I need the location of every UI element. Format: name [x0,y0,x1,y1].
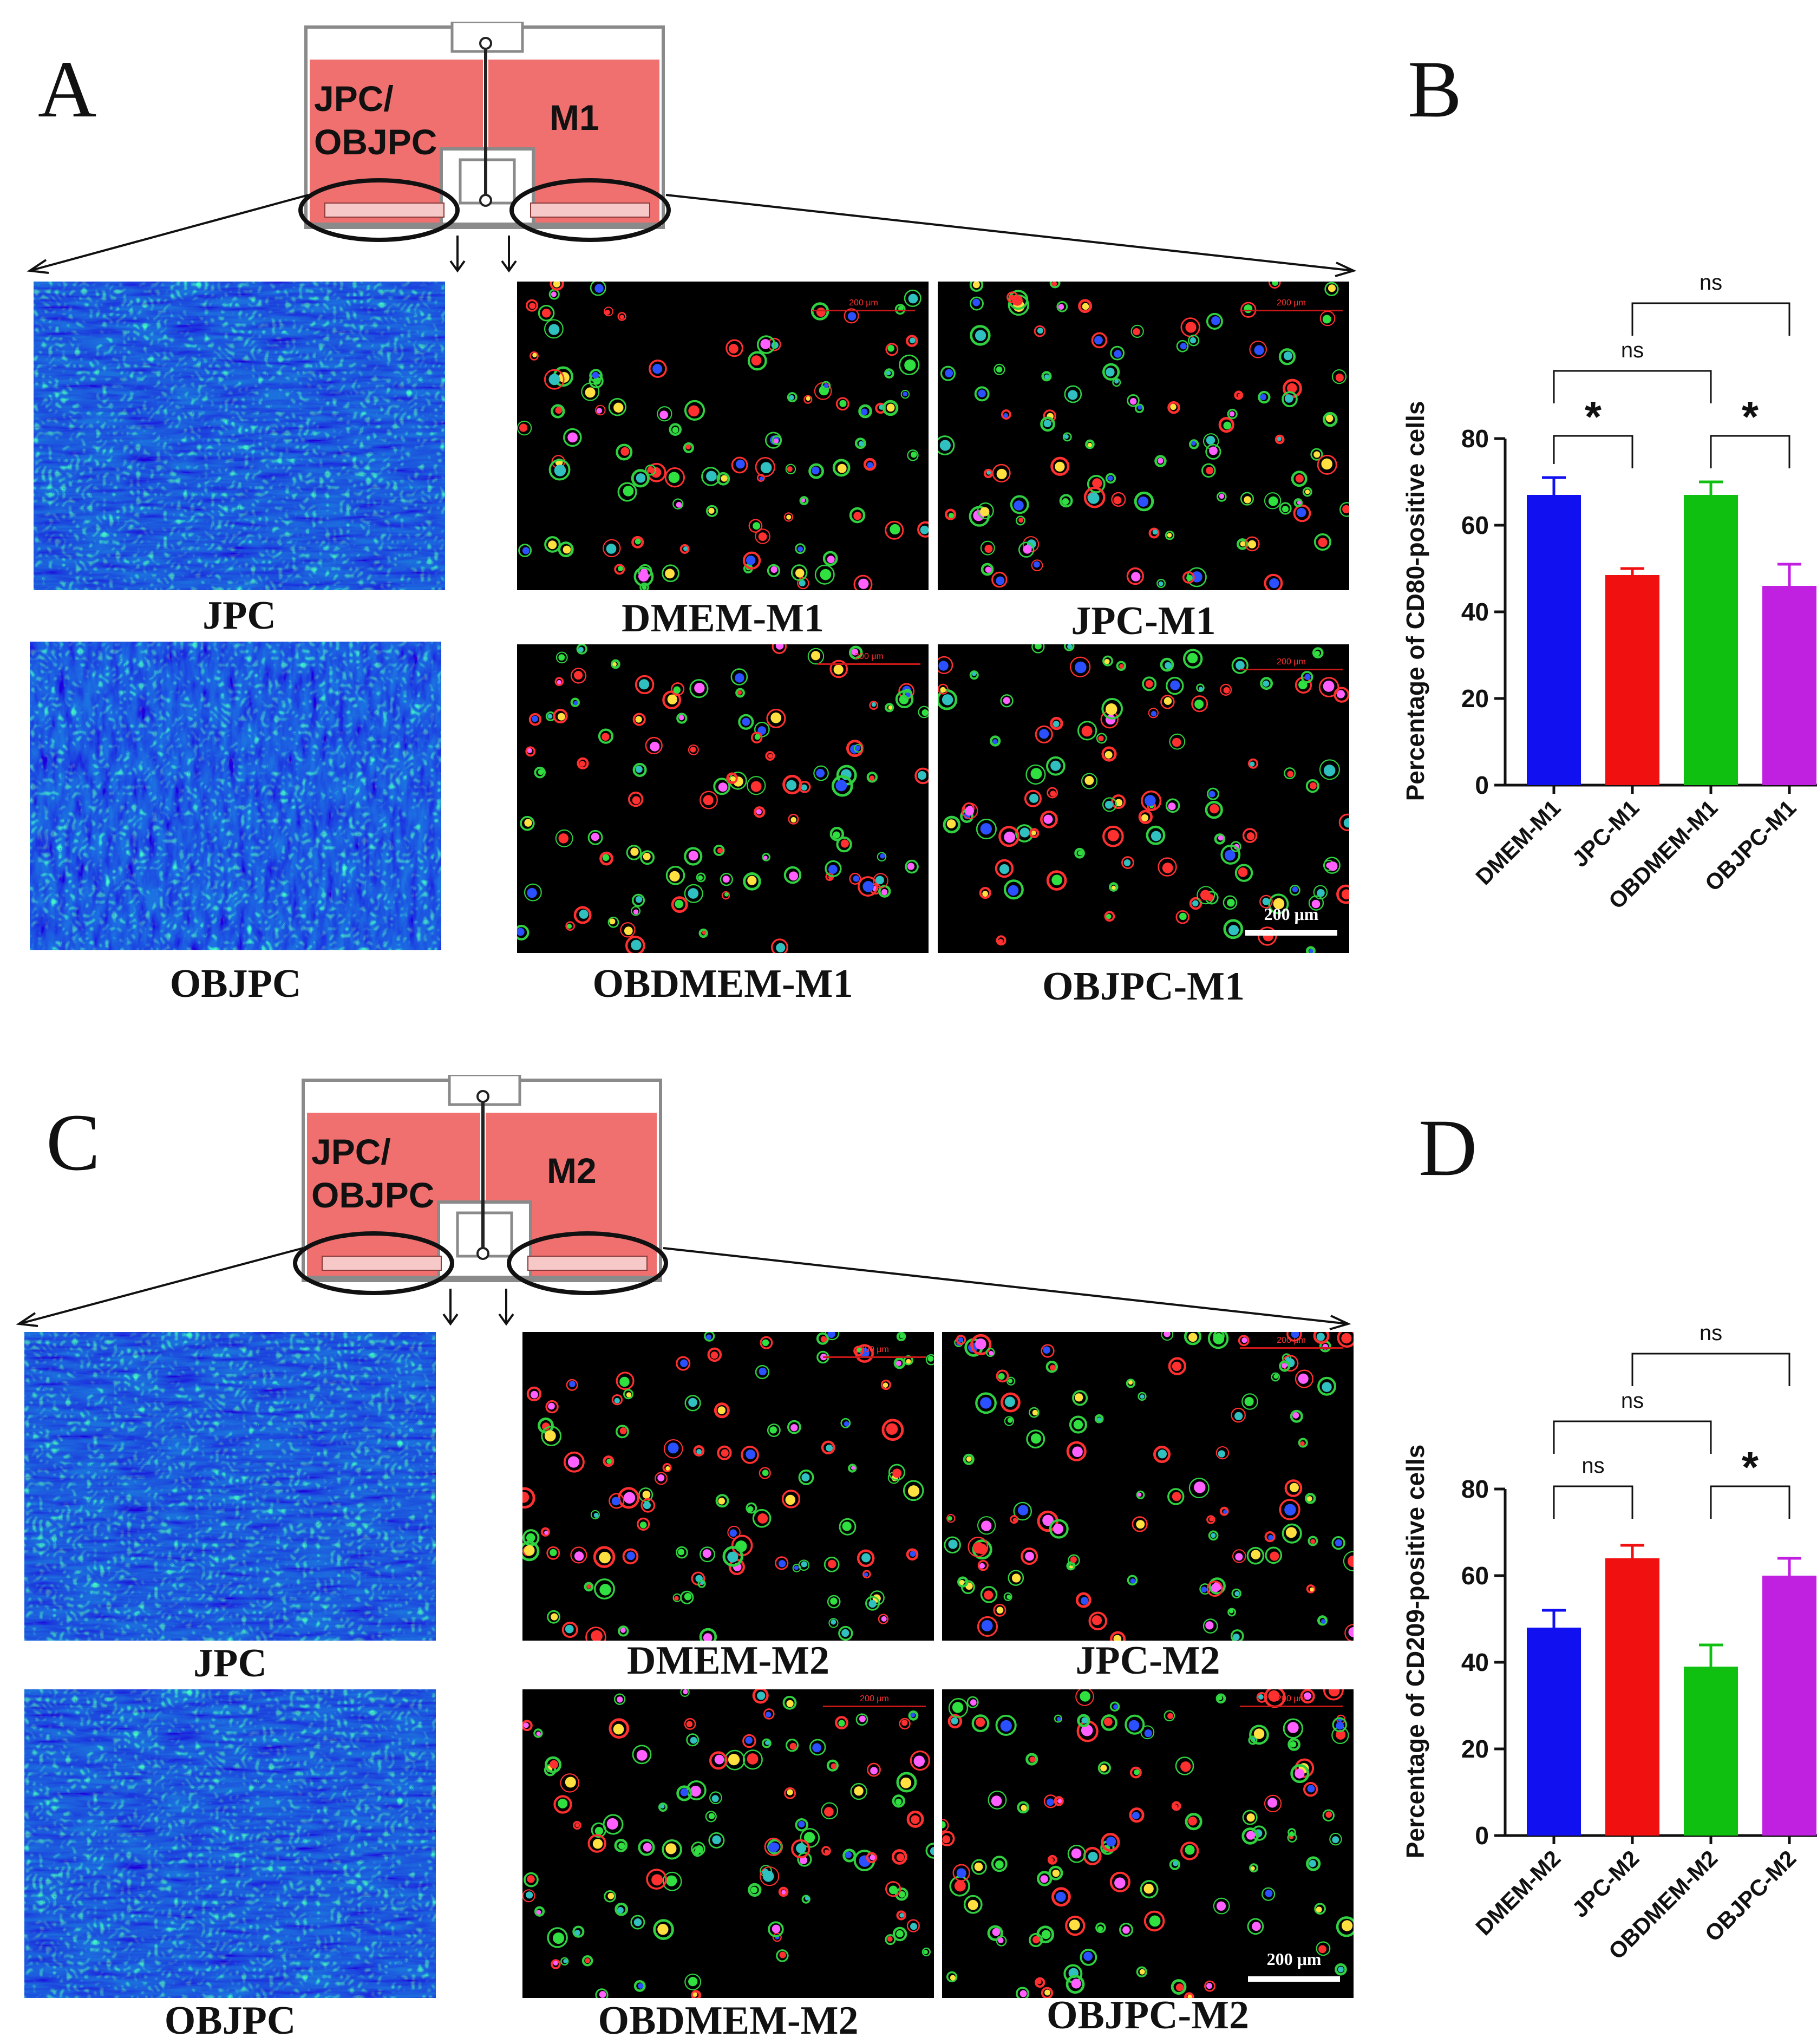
significance-label: ns [1621,338,1644,362]
caption-jpc-a: JPC [202,593,276,638]
x-tick-label: JPC-M1 [1567,795,1644,872]
micrograph-obdmem-m1 [517,644,929,953]
scale-bar-dmem-m2: 200 μm [823,1345,926,1360]
significance-bracket [1553,1485,1633,1519]
scale-bar-objpc-m1: 200 μm [1240,657,1343,672]
zoom-arrows-a [27,178,1357,277]
bar [1605,575,1659,785]
micrograph-obdmem-m2 [522,1689,934,1998]
y-tick-label: 40 [1461,598,1489,626]
scale-bar-obdmem-m2: 200 μm [823,1694,926,1709]
scale-bar-objpc-m2: 200 μm [1240,1694,1343,1709]
significance-bracket [1710,1485,1790,1519]
bar [1684,1667,1738,1836]
caption-objpc-m1: OBJPC-M1 [1042,964,1245,1009]
x-tick-label: DMEM-M2 [1470,1845,1565,1940]
micrograph-objpc-m1 [938,644,1349,953]
caption-objpc-a: OBJPC [169,962,302,1006]
significance-bracket [1631,1353,1790,1386]
y-tick-label: 40 [1461,1648,1489,1676]
significance-bracket [1631,302,1790,336]
y-tick-label: 80 [1461,425,1489,453]
micrograph-jpc-c [24,1332,436,1641]
scale-bar-white-label-objpc-m2: 200 μm [1266,1949,1322,1969]
significance-label: ns [1621,1389,1644,1413]
micrograph-dmem-m2 [522,1332,934,1641]
caption-obdmem-m1: OBDMEM-M1 [592,962,853,1006]
caption-objpc-c: OBJPC [164,1999,296,2043]
micrograph-objpc-m2 [942,1689,1354,1998]
significance-label: ns [1581,1454,1604,1478]
caption-jpc-c: JPC [193,1641,267,1686]
y-axis-label: Percentage of CD209-positive cells [1401,1445,1429,1858]
micrograph-objpc-c [24,1689,436,1998]
micrograph-jpc-m2 [942,1332,1354,1641]
y-tick-label: 0 [1475,771,1489,799]
caption-dmem-m1: DMEM-M1 [622,596,824,641]
insert-label-right: M2 [547,1151,597,1191]
panel-letter-a: A [38,44,97,134]
scale-bar-white-label-objpc-m1: 200 μm [1264,904,1319,924]
bar [1605,1558,1659,1836]
significance-label: ns [1700,271,1722,295]
y-axis-label: Percentage of CD80-positive cells [1401,401,1429,801]
zoom-arrows-c [16,1231,1351,1330]
panel-letter-d: D [1419,1103,1478,1193]
significance-label: * [1585,393,1602,441]
panel-letter-c: C [46,1098,101,1187]
panel-letter-b: B [1408,44,1462,134]
scale-bar-jpc-m1: 200 μm [1240,298,1343,313]
x-tick-label: JPC-M2 [1567,1845,1644,1922]
bar [1527,1628,1581,1836]
micrograph-dmem-m1 [517,282,929,590]
caption-jpc-m1: JPC-M1 [1071,599,1216,643]
insert-label-left-line1: JPC/ [311,1132,391,1172]
caption-objpc-m2: OBJPC-M2 [1046,1993,1250,2038]
bar [1762,586,1816,785]
insert-label-right: M1 [550,97,599,138]
caption-jpc-m2: JPC-M2 [1075,1638,1220,1683]
scale-bar-white-objpc-m2 [1248,1976,1340,1982]
insert-label-left-line2: OBJPC [314,122,437,162]
insert-label-left-line2: OBJPC [311,1175,434,1215]
bar [1527,495,1581,785]
scale-bar-dmem-m1: 200 μm [812,298,915,313]
y-tick-label: 60 [1461,1562,1489,1590]
micrograph-objpc-a [30,642,441,950]
y-tick-label: 80 [1461,1475,1489,1503]
y-tick-label: 0 [1475,1821,1489,1850]
caption-obdmem-m2: OBDMEM-M2 [598,1999,859,2043]
micrograph-jpc-m1 [938,282,1349,590]
scale-bar-jpc-m2: 200 μm [1240,1336,1343,1350]
scale-bar-obdmem-m1: 200 μm [818,652,920,667]
significance-bracket [1553,370,1712,403]
bar-chart-d: Percentage of CD209-positive cells 0 20 40 6… [1364,1305,1817,2009]
significance-bracket [1553,1420,1712,1454]
significance-label: * [1742,393,1759,441]
caption-dmem-m2: DMEM-M2 [627,1638,829,1683]
insert-label-left-line1: JPC/ [314,79,394,119]
micrograph-jpc-a [34,282,445,590]
y-tick-label: 20 [1461,1735,1489,1763]
bar [1762,1576,1816,1836]
scale-bar-white-objpc-m1 [1245,930,1337,936]
y-tick-label: 60 [1461,511,1489,539]
significance-bracket [1710,435,1790,468]
bar-chart-b: Percentage of CD80-positive cells 0 20 40 60… [1364,254,1817,958]
significance-bracket [1553,435,1633,468]
significance-label: ns [1700,1321,1722,1345]
x-tick-label: DMEM-M1 [1470,795,1565,890]
significance-label: * [1742,1443,1759,1491]
bar [1684,495,1738,785]
y-tick-label: 20 [1461,684,1489,713]
